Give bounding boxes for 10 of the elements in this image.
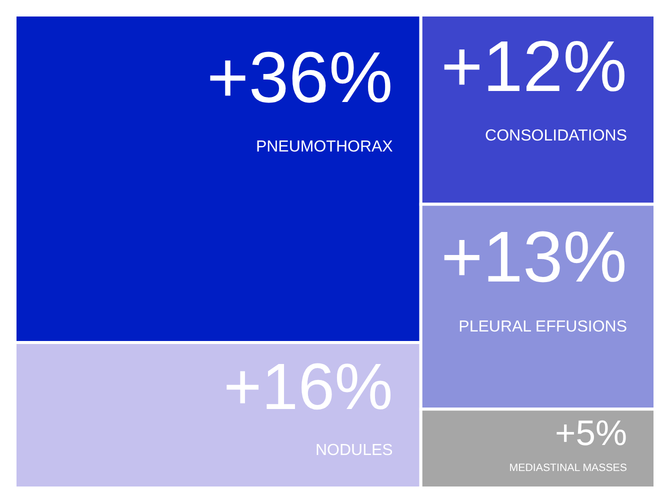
category-label: NODULES <box>315 442 393 460</box>
category-label: CONSOLIDATIONS <box>485 128 627 145</box>
data-label: +12% <box>440 26 627 107</box>
category-label: PLEURAL EFFUSIONS <box>458 318 627 336</box>
category-label: MEDIASTINAL MASSES <box>509 462 627 474</box>
data-label: +16% <box>224 350 393 424</box>
data-label: +13% <box>440 218 627 298</box>
data-label: +5% <box>555 413 627 454</box>
data-label: +36% <box>206 38 393 118</box>
category-label: PNEUMOTHORAX <box>256 138 394 156</box>
